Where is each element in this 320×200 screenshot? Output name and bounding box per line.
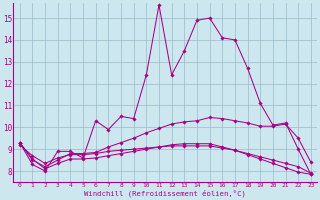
X-axis label: Windchill (Refroidissement éolien,°C): Windchill (Refroidissement éolien,°C)	[84, 190, 246, 197]
